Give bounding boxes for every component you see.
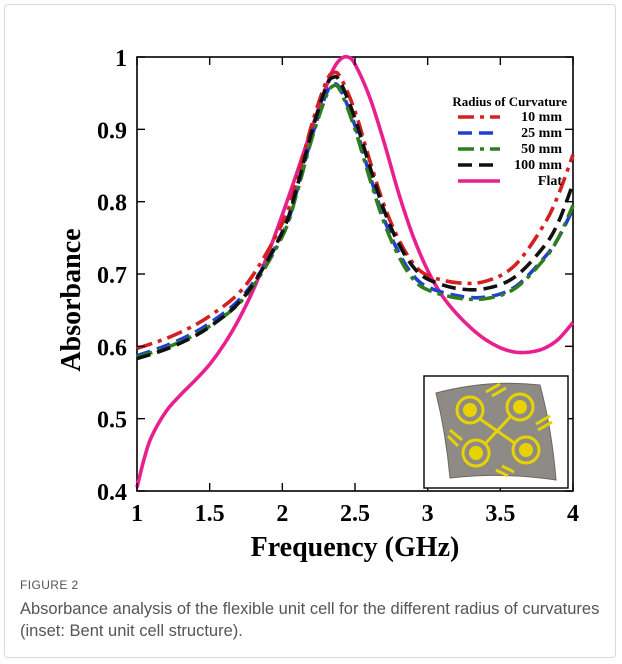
absorbance-chart: 1 1.5 2 2.5 3 3.5 4 0.4 0.5 0.6 0.7 0.8 0.9 1 Frequen… (56, 46, 579, 563)
y-tick-label: 0.7 (97, 263, 127, 289)
legend-label: Flat (538, 174, 562, 189)
series-lines (135, 54, 575, 488)
y-tick-label: 1 (115, 46, 127, 72)
x-axis-label: Frequency (GHz) (251, 532, 460, 563)
x-tick-label: 2 (276, 501, 288, 527)
y-tick-label: 0.9 (97, 118, 127, 144)
y-tick-label: 0.4 (97, 480, 127, 506)
axis-ticks: 1 1.5 2 2.5 3 3.5 4 0.4 0.5 0.6 0.7 0.8 0.9 1 (97, 46, 579, 527)
legend-label: 25 mm (521, 126, 562, 141)
figure-label: FIGURE 2 (20, 578, 79, 592)
inset-bent-unit-cell (423, 375, 569, 489)
y-axis-label: Absorbance (56, 228, 87, 371)
legend-label: 10 mm (521, 110, 562, 125)
legend-label: 50 mm (521, 142, 562, 157)
series-line-10-mm (136, 70, 575, 351)
series-line-100-mm (136, 74, 575, 361)
series-line-50-mm (136, 83, 575, 359)
x-tick-label: 3 (422, 501, 434, 527)
series-line-25-mm (136, 82, 575, 358)
y-tick-label: 0.6 (97, 335, 127, 361)
y-tick-label: 0.5 (97, 408, 127, 434)
bent-unit-cell-icon (435, 382, 557, 481)
series-line-flat (135, 54, 575, 488)
legend-label: 100 mm (514, 158, 562, 173)
x-tick-label: 1.5 (195, 501, 225, 527)
x-tick-label: 1 (131, 501, 143, 527)
y-tick-label: 0.8 (97, 191, 127, 217)
figure-card (4, 4, 616, 658)
x-tick-label: 3.5 (485, 501, 515, 527)
x-tick-label: 2.5 (340, 501, 370, 527)
x-tick-label: 4 (567, 501, 579, 527)
legend-title: Radius of Curvature (452, 94, 567, 109)
figure-caption: Absorbance analysis of the flexible unit… (20, 600, 600, 640)
